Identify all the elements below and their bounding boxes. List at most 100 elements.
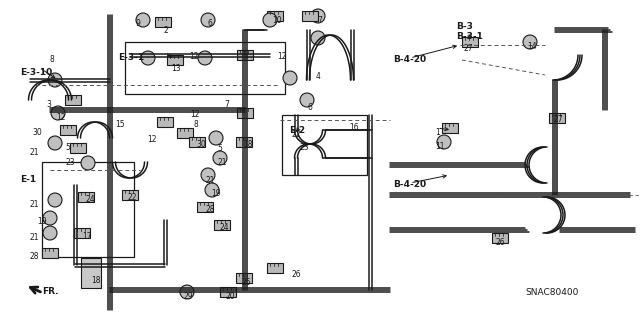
Text: 12: 12: [189, 52, 198, 61]
Text: 8: 8: [50, 55, 55, 64]
Circle shape: [205, 183, 219, 197]
Text: 8: 8: [193, 120, 198, 129]
Text: 16: 16: [349, 123, 358, 132]
Text: 21: 21: [217, 158, 227, 167]
Text: E-3-1: E-3-1: [118, 53, 144, 62]
Text: 5: 5: [217, 144, 222, 153]
Circle shape: [48, 73, 62, 87]
Text: 4: 4: [316, 72, 321, 81]
Text: 13: 13: [171, 64, 180, 73]
Text: 28: 28: [30, 252, 40, 261]
Bar: [42, 162, 134, 257]
Circle shape: [283, 71, 297, 85]
Text: 12: 12: [147, 135, 157, 144]
Text: 5: 5: [65, 143, 70, 152]
Text: 18: 18: [243, 140, 253, 149]
Bar: [267, 263, 283, 273]
Bar: [74, 228, 90, 238]
Text: 20: 20: [225, 292, 235, 301]
Circle shape: [201, 168, 215, 182]
Text: 24: 24: [85, 195, 95, 204]
Text: 18: 18: [91, 276, 100, 285]
Text: B-3-1: B-3-1: [456, 32, 483, 41]
Bar: [157, 117, 173, 127]
Text: 27: 27: [554, 115, 564, 124]
Bar: [122, 190, 138, 200]
Circle shape: [437, 135, 451, 149]
Text: 22: 22: [292, 130, 301, 139]
Bar: [189, 137, 205, 147]
Bar: [197, 202, 213, 212]
Text: 1: 1: [435, 128, 440, 137]
Text: 6: 6: [307, 103, 312, 112]
Text: E-2: E-2: [289, 126, 305, 135]
Bar: [549, 113, 565, 123]
Text: 10: 10: [272, 16, 282, 25]
Bar: [81, 258, 101, 288]
Bar: [155, 17, 171, 27]
Text: 27: 27: [463, 44, 472, 53]
Circle shape: [141, 51, 155, 65]
Text: 26: 26: [291, 270, 301, 279]
Text: 7: 7: [317, 16, 322, 25]
Text: 17: 17: [82, 232, 92, 241]
Text: 7: 7: [224, 100, 229, 109]
Circle shape: [213, 151, 227, 165]
Bar: [302, 11, 318, 21]
Circle shape: [263, 13, 277, 27]
Circle shape: [136, 13, 150, 27]
Bar: [442, 123, 458, 133]
Text: 9: 9: [136, 19, 141, 28]
Text: 21: 21: [30, 233, 40, 242]
Text: 22: 22: [128, 193, 138, 202]
Text: B-3: B-3: [456, 22, 473, 31]
Text: 26: 26: [496, 238, 506, 247]
Text: SNAC80400: SNAC80400: [525, 288, 579, 297]
Text: E-1: E-1: [20, 175, 36, 184]
Circle shape: [48, 136, 62, 150]
Circle shape: [201, 13, 215, 27]
Bar: [65, 95, 81, 105]
Text: 25: 25: [241, 278, 251, 287]
Text: FR.: FR.: [42, 287, 58, 296]
Text: 11: 11: [435, 142, 445, 151]
Bar: [125, 42, 285, 94]
Circle shape: [48, 193, 62, 207]
Text: 21: 21: [30, 148, 40, 157]
Circle shape: [43, 211, 57, 225]
Text: 2: 2: [163, 26, 168, 35]
Bar: [70, 143, 86, 153]
Text: 30: 30: [196, 140, 205, 149]
Text: 23: 23: [65, 158, 75, 167]
Bar: [237, 108, 253, 118]
Bar: [60, 125, 76, 135]
Circle shape: [198, 51, 212, 65]
Circle shape: [43, 226, 57, 240]
Bar: [492, 233, 508, 243]
Circle shape: [81, 156, 95, 170]
Bar: [462, 37, 478, 47]
Text: 6: 6: [207, 19, 212, 28]
Text: 23: 23: [300, 143, 310, 152]
Text: 28: 28: [205, 205, 214, 214]
Text: 29: 29: [183, 292, 193, 301]
Circle shape: [180, 285, 194, 299]
Bar: [237, 50, 253, 60]
Circle shape: [523, 35, 537, 49]
Bar: [236, 137, 252, 147]
Text: E-3-10: E-3-10: [20, 68, 52, 77]
Bar: [220, 287, 236, 297]
Circle shape: [209, 131, 223, 145]
Text: B-4-20: B-4-20: [393, 55, 426, 64]
Bar: [282, 115, 367, 175]
Text: 19: 19: [211, 189, 221, 198]
Bar: [236, 273, 252, 283]
Bar: [78, 192, 94, 202]
Text: 12: 12: [190, 110, 200, 119]
Bar: [42, 248, 58, 258]
Text: 3: 3: [46, 100, 51, 109]
Text: 24: 24: [220, 223, 230, 232]
Circle shape: [51, 106, 65, 120]
Text: 15: 15: [115, 120, 125, 129]
Bar: [177, 128, 193, 138]
